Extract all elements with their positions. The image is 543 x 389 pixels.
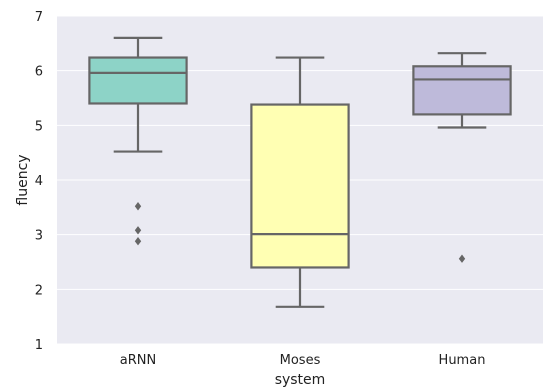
x-axis-label: system — [275, 372, 326, 388]
outlier-point — [134, 226, 142, 235]
iqr-box — [412, 65, 512, 116]
box-human — [412, 52, 512, 263]
y-tick-label: 2 — [35, 283, 43, 298]
y-tick-labels: 1 2 3 4 5 6 7 — [35, 10, 43, 353]
box-moses — [250, 56, 350, 308]
iqr-box — [88, 56, 188, 105]
x-tick-labels: aRNN Moses Human — [120, 353, 486, 368]
outlier-point — [458, 254, 466, 263]
y-tick-label: 3 — [35, 229, 43, 244]
y-tick-label: 6 — [35, 65, 43, 80]
box-arnn — [88, 36, 188, 246]
outlier-point — [134, 237, 142, 246]
y-tick-label: 4 — [35, 174, 43, 189]
boxes — [88, 36, 512, 308]
y-tick-label: 7 — [35, 10, 43, 25]
y-tick-label: 1 — [35, 338, 43, 353]
y-axis-label: fluency — [15, 154, 31, 205]
outlier-point — [134, 202, 142, 211]
x-tick-label: Moses — [280, 353, 321, 368]
iqr-box — [250, 103, 350, 269]
x-tick-label: Human — [439, 353, 486, 368]
x-tick-label: aRNN — [120, 353, 156, 368]
y-tick-label: 5 — [35, 119, 43, 134]
